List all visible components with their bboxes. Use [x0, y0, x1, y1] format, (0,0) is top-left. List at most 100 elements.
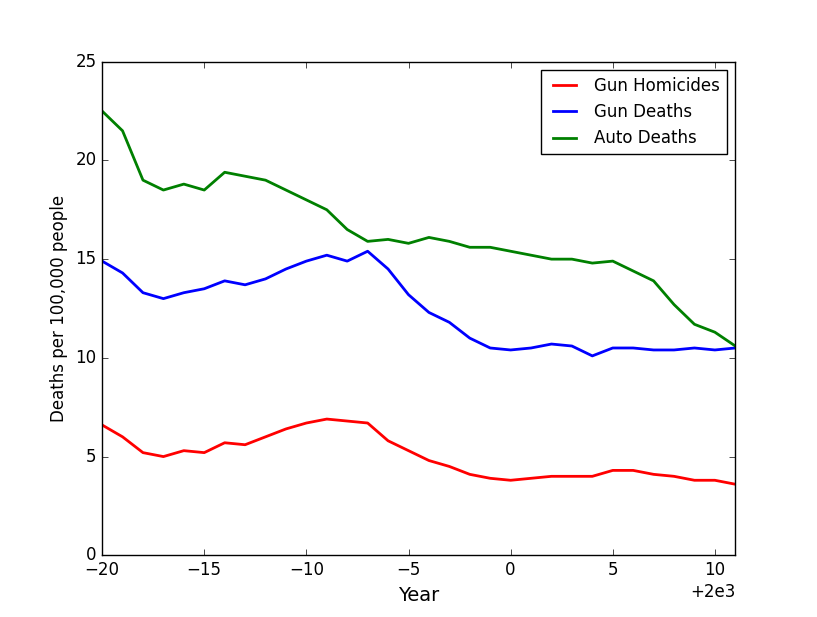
Auto Deaths [281, 186, 291, 194]
Gun Deaths [261, 275, 270, 283]
Gun Homicides [669, 473, 679, 480]
Gun Deaths [404, 291, 413, 299]
Auto Deaths [383, 236, 393, 243]
Auto Deaths [220, 168, 230, 176]
Auto Deaths [649, 277, 659, 284]
Auto Deaths [730, 342, 740, 350]
Gun Deaths [342, 257, 352, 265]
Gun Homicides [363, 420, 373, 427]
Gun Homicides [118, 433, 127, 441]
Auto Deaths [342, 226, 352, 233]
Auto Deaths [444, 238, 454, 245]
Gun Homicides [485, 474, 495, 482]
Gun Homicides [587, 473, 597, 480]
Y-axis label: Deaths per 100,000 people: Deaths per 100,000 people [51, 195, 69, 422]
Gun Homicides [506, 476, 516, 484]
Auto Deaths [587, 259, 597, 267]
Auto Deaths [526, 252, 536, 259]
Auto Deaths [485, 244, 495, 251]
Auto Deaths [158, 186, 168, 194]
Gun Homicides [710, 476, 720, 484]
Gun Deaths [322, 252, 332, 259]
Gun Deaths [97, 257, 107, 265]
Gun Deaths [118, 269, 127, 276]
Auto Deaths [465, 244, 475, 251]
Auto Deaths [97, 107, 107, 115]
Line: Gun Deaths: Gun Deaths [102, 251, 735, 356]
Auto Deaths [404, 239, 413, 247]
Gun Homicides [138, 449, 148, 457]
Gun Homicides [690, 476, 699, 484]
Gun Homicides [281, 425, 291, 433]
Gun Deaths [567, 342, 577, 350]
Gun Homicides [730, 481, 740, 488]
Gun Homicides [301, 420, 311, 427]
Auto Deaths [567, 255, 577, 263]
Gun Homicides [404, 447, 413, 454]
Gun Homicides [97, 421, 107, 429]
Gun Homicides [158, 453, 168, 460]
Gun Homicides [608, 466, 618, 474]
Gun Deaths [158, 295, 168, 302]
Gun Homicides [547, 473, 556, 480]
Gun Deaths [506, 346, 516, 354]
Auto Deaths [261, 176, 270, 184]
Auto Deaths [138, 176, 148, 184]
Auto Deaths [690, 321, 699, 328]
Gun Deaths [465, 334, 475, 342]
Auto Deaths [363, 238, 373, 245]
Gun Homicides [322, 415, 332, 423]
Gun Deaths [179, 289, 189, 296]
Gun Deaths [485, 344, 495, 352]
Auto Deaths [199, 186, 209, 194]
Gun Homicides [567, 473, 577, 480]
Auto Deaths [424, 234, 434, 241]
Gun Deaths [424, 308, 434, 316]
Gun Deaths [669, 346, 679, 354]
Gun Homicides [220, 439, 230, 447]
Gun Deaths [301, 257, 311, 265]
Gun Homicides [444, 463, 454, 470]
Line: Auto Deaths: Auto Deaths [102, 111, 735, 346]
Gun Homicides [526, 474, 536, 482]
Gun Deaths [587, 352, 597, 360]
Gun Homicides [199, 449, 209, 457]
Gun Deaths [199, 285, 209, 292]
Gun Deaths [730, 344, 740, 352]
Gun Deaths [649, 346, 659, 354]
X-axis label: Year: Year [398, 586, 440, 605]
Gun Homicides [179, 447, 189, 454]
Gun Deaths [628, 344, 638, 352]
Auto Deaths [179, 180, 189, 188]
Gun Homicides [465, 471, 475, 478]
Gun Homicides [628, 466, 638, 474]
Gun Deaths [363, 247, 373, 255]
Gun Deaths [690, 344, 699, 352]
Auto Deaths [506, 247, 516, 255]
Gun Deaths [138, 289, 148, 296]
Gun Deaths [281, 265, 291, 273]
Auto Deaths [301, 196, 311, 204]
Gun Deaths [383, 265, 393, 273]
Gun Homicides [424, 457, 434, 464]
Gun Homicides [240, 441, 250, 449]
Gun Deaths [608, 344, 618, 352]
Gun Deaths [220, 277, 230, 284]
Auto Deaths [608, 257, 618, 265]
Auto Deaths [669, 301, 679, 308]
Line: Gun Homicides: Gun Homicides [102, 419, 735, 484]
Gun Deaths [526, 344, 536, 352]
Gun Homicides [342, 417, 352, 424]
Auto Deaths [322, 206, 332, 213]
Gun Deaths [547, 341, 556, 348]
Gun Deaths [444, 318, 454, 326]
Auto Deaths [628, 267, 638, 275]
Auto Deaths [547, 255, 556, 263]
Gun Deaths [240, 281, 250, 289]
Auto Deaths [118, 127, 127, 135]
Gun Homicides [649, 471, 659, 478]
Gun Homicides [383, 437, 393, 444]
Auto Deaths [710, 328, 720, 336]
Gun Deaths [710, 346, 720, 354]
Legend: Gun Homicides, Gun Deaths, Auto Deaths: Gun Homicides, Gun Deaths, Auto Deaths [541, 70, 727, 154]
